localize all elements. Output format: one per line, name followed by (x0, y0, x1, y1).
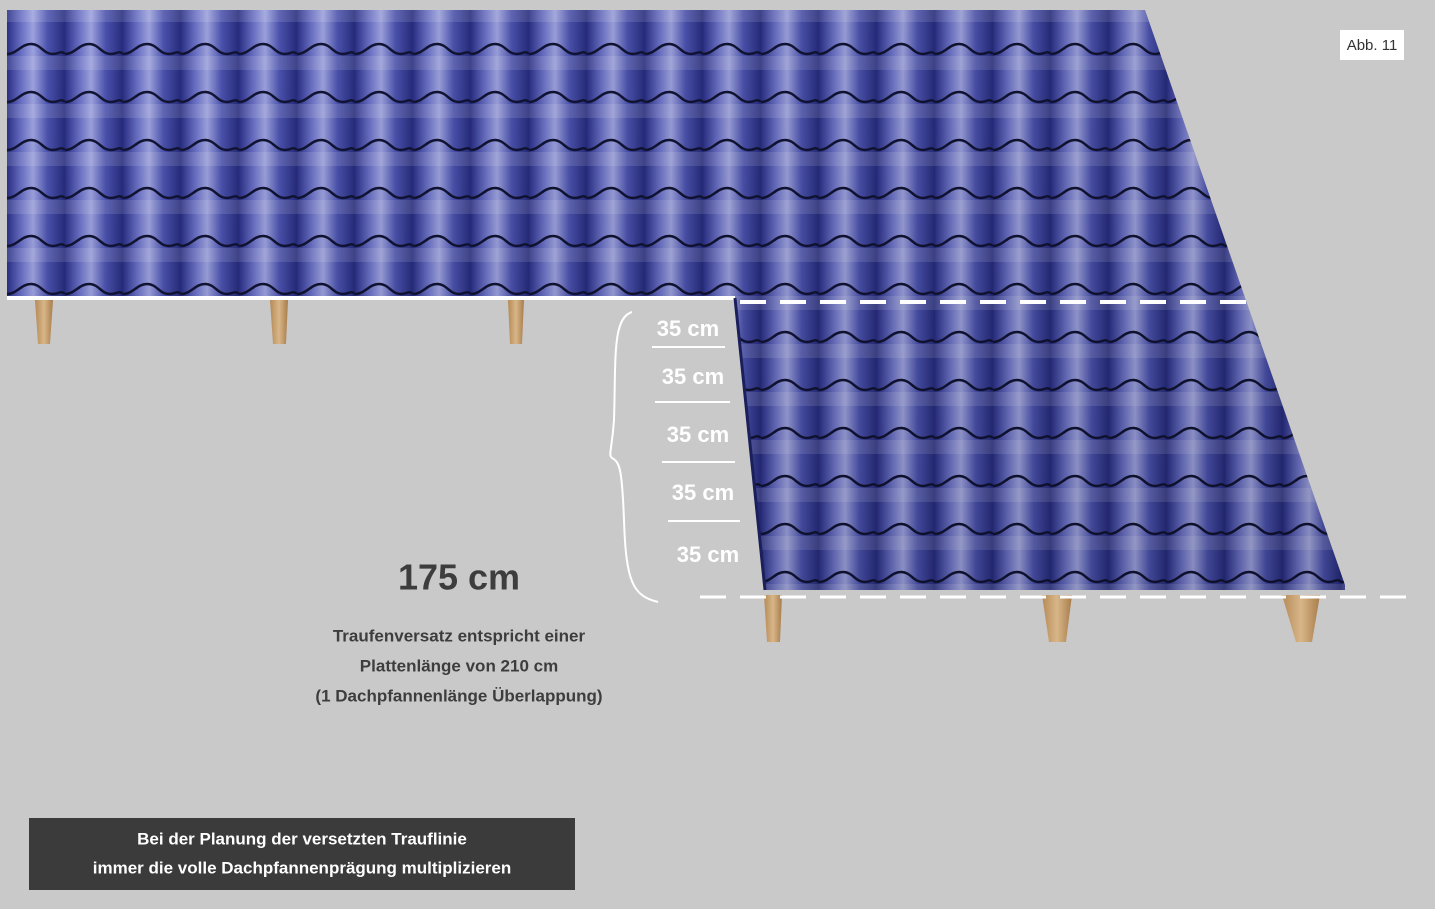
battens (35, 300, 1320, 642)
description-line: Plattenlänge von 210 cm (360, 656, 558, 675)
note-box (29, 818, 575, 890)
segment-label: 35 cm (677, 542, 739, 567)
note-line: Bei der Planung der versetzten Trauflini… (137, 829, 467, 848)
roof-edge (733, 297, 767, 591)
figure-label-box (1340, 30, 1404, 60)
roof-shade (7, 10, 1345, 590)
note-line: immer die volle Dachpfannenprägung multi… (93, 858, 511, 877)
segment-label: 35 cm (672, 480, 734, 505)
segment-label: 35 cm (667, 422, 729, 447)
segment-label: 35 cm (662, 364, 724, 389)
total-label: 175 cm (398, 557, 520, 598)
figure-label: Abb. 11 (1347, 37, 1398, 54)
description-line: (1 Dachpfannenlänge Überlappung) (315, 686, 602, 705)
brace (609, 311, 659, 603)
segment-label: 35 cm (657, 316, 719, 341)
description-line: Traufenversatz entspricht einer (333, 626, 586, 645)
